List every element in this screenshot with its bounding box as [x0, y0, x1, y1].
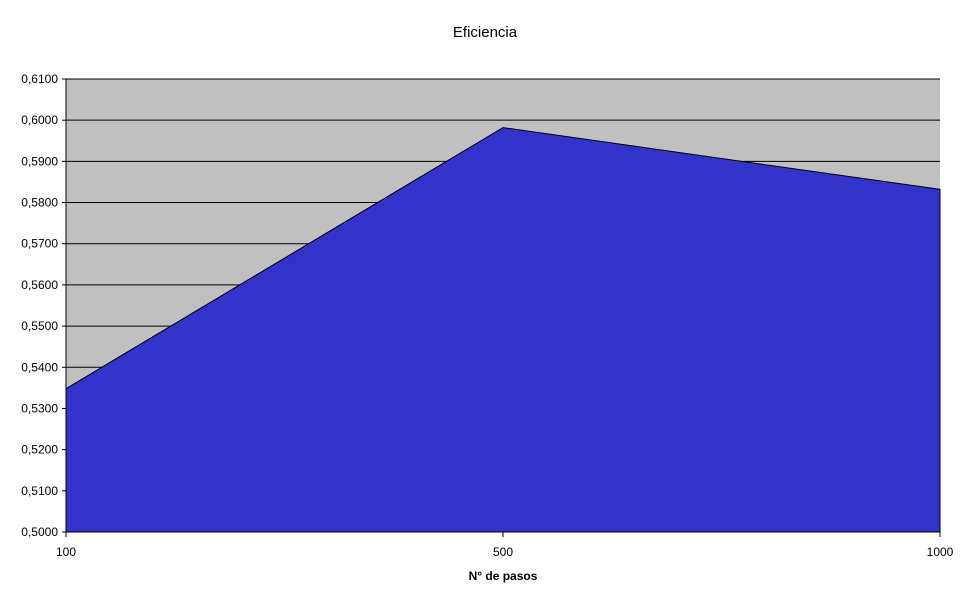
y-tick-label: 0,5000 — [21, 525, 58, 539]
x-tick-label: 100 — [56, 545, 76, 559]
y-tick-label: 0,5100 — [21, 484, 58, 498]
y-tick-label: 0,5500 — [21, 319, 58, 333]
y-tick-label: 0,5600 — [21, 278, 58, 292]
y-tick-label: 0,5400 — [21, 360, 58, 374]
y-tick-label: 0,6000 — [21, 113, 58, 127]
x-axis-ticks: 100 500 1000 — [56, 532, 954, 559]
y-tick-label: 0,5800 — [21, 196, 58, 210]
x-axis-label: N° de pasos — [469, 569, 538, 583]
y-tick-label: 0,6100 — [21, 72, 58, 86]
y-tick-label: 0,5900 — [21, 154, 58, 168]
y-tick-label: 0,5300 — [21, 401, 58, 415]
chart-title: Eficiencia — [453, 24, 518, 41]
y-tick-label: 0,5200 — [21, 443, 58, 457]
x-tick-label: 1000 — [927, 545, 954, 559]
x-tick-label: 500 — [493, 545, 513, 559]
y-tick-label: 0,5700 — [21, 237, 58, 251]
y-axis-ticks: 0,5000 0,5100 0,5200 0,5300 0,5400 0,5500 0,56… — [21, 72, 66, 539]
